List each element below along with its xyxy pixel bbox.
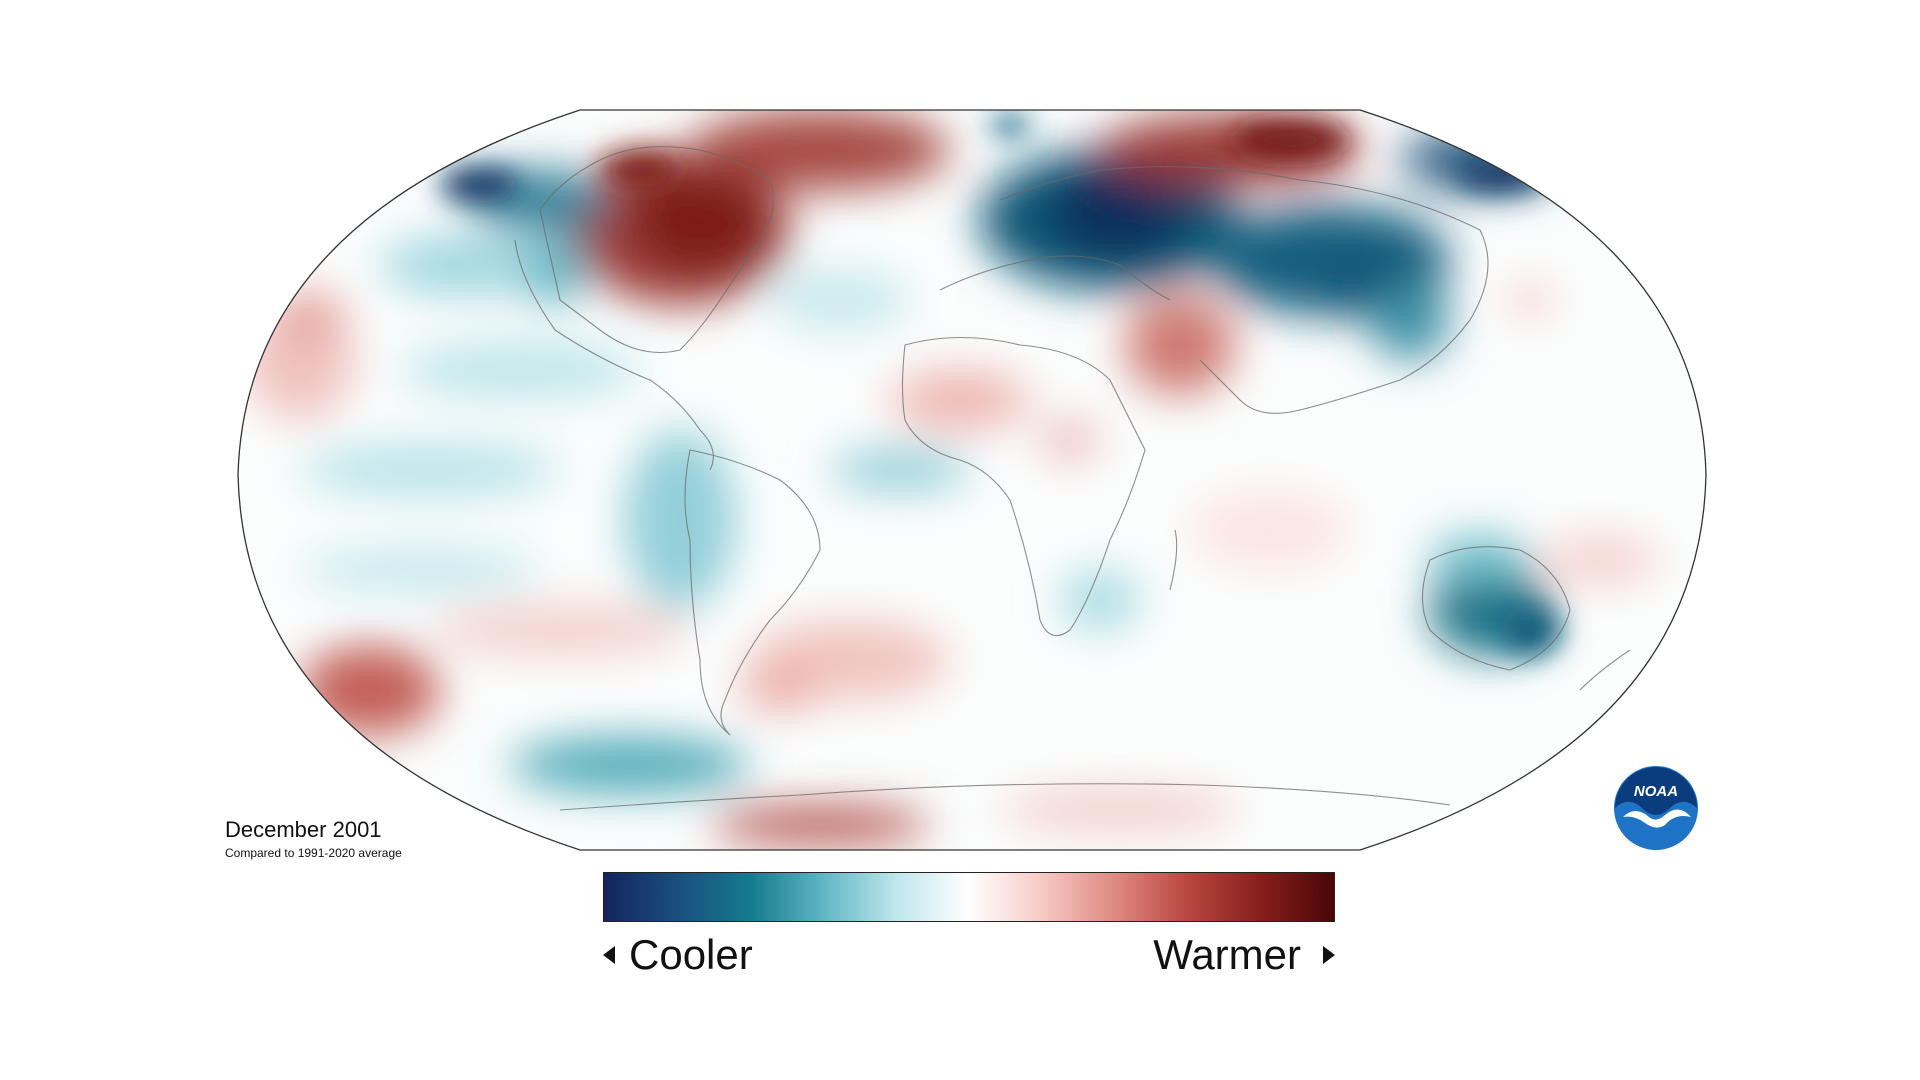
region-europe-cool-core [1050, 160, 1190, 260]
logo-bird [1623, 809, 1691, 828]
arrow-right-icon [1323, 946, 1335, 964]
core-australia-cool [1500, 605, 1560, 655]
south-america-outline [684, 449, 821, 736]
noaa-logo-icon: NOAA [1614, 766, 1698, 850]
map-subtitle: Compared to 1991-2020 average [225, 846, 402, 860]
region-west-africa-warm [890, 370, 1030, 430]
north-america-outline [514, 146, 774, 471]
legend-labels: Cooler Warmer [603, 930, 1335, 986]
legend-warmer-label: Warmer [1153, 931, 1301, 978]
map-title: December 2001 [225, 817, 382, 842]
core-siberia-warm [1230, 122, 1350, 158]
region-pacific-cool-2 [300, 444, 560, 496]
region-tasman-warm [1540, 535, 1660, 585]
region-indian-ocean-warm [1190, 490, 1350, 570]
africa-outline [901, 337, 1146, 637]
logo-top [1615, 767, 1697, 815]
arrow-left-icon [603, 946, 615, 964]
islands-outline [1169, 529, 1631, 691]
legend-cooler-label: Cooler [629, 931, 753, 978]
region-west-coast-cool [525, 235, 585, 305]
region-north-atlantic-cool [770, 270, 910, 330]
region-central-africa-warm [1040, 420, 1100, 460]
core-chukotka-cool [1455, 160, 1545, 190]
region-greenland-warm [690, 110, 950, 190]
map-border [237, 109, 1707, 851]
region-north-australia-cool [1430, 535, 1530, 585]
legend-warmer: Warmer [1153, 930, 1335, 980]
region-antarctic-warm [710, 807, 930, 843]
region-south-pacific-warm [300, 645, 440, 735]
region-south-pacific-warm-band [430, 605, 690, 655]
coastlines [514, 146, 1631, 811]
core-bering-cool [440, 167, 520, 203]
region-equatorial-atlantic-cool [830, 450, 970, 490]
region-japan-warm [1510, 286, 1550, 314]
region-middle-east-warm [1125, 295, 1235, 395]
region-west-pacific-warm-core [275, 293, 345, 337]
region-south-atlantic-warm-core [740, 670, 820, 710]
legend-cooler: Cooler [603, 930, 753, 980]
region-china-cool [1370, 280, 1450, 360]
region-canada-warm-core [630, 165, 770, 275]
core-arctic-cool [990, 113, 1030, 137]
region-east-pacific-cool [625, 430, 735, 610]
region-southern-africa-cool [1060, 570, 1140, 630]
anomaly-cores [440, 113, 1560, 655]
region-pacific-cool-3 [300, 548, 540, 592]
anomaly-regions [245, 110, 1660, 843]
region-pacific-cool-1 [400, 342, 640, 398]
map-field [238, 110, 1706, 850]
map-caption: December 2001 Compared to 1991-2020 aver… [225, 817, 402, 861]
legend-color-bar [603, 872, 1335, 922]
australia-outline [1422, 546, 1571, 671]
color-legend: Cooler Warmer [603, 872, 1335, 986]
region-north-pacific-cool [380, 235, 560, 295]
core-arctic-canada-warm [600, 152, 680, 188]
logo-text: NOAA [1634, 783, 1678, 800]
eurasia-outline [939, 166, 1489, 414]
region-southern-ocean-cool [510, 737, 750, 793]
antarctica-outline [559, 783, 1451, 811]
region-antarctic-mixed [1000, 790, 1240, 830]
